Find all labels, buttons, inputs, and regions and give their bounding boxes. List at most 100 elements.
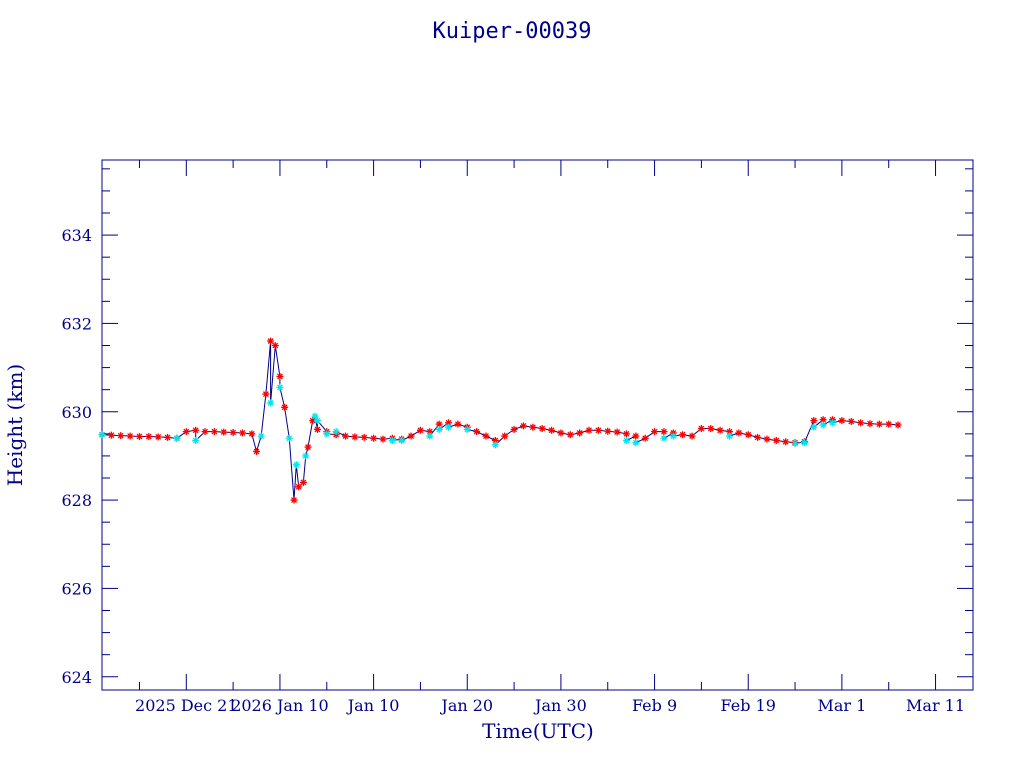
data-point-red (276, 372, 284, 380)
series-line (101, 341, 899, 501)
data-point-red (763, 435, 771, 443)
data-point-cyan (276, 383, 284, 391)
data-point-cyan (810, 423, 818, 431)
data-point-cyan (98, 431, 106, 439)
data-point-red (360, 433, 368, 441)
axis-ticks (102, 160, 973, 690)
data-point-red (135, 432, 143, 440)
data-point-red (182, 428, 190, 436)
y-tick-labels: 624 626 628 630 632 634 (61, 226, 92, 687)
data-point-red (810, 417, 818, 425)
y-tick-label: 626 (61, 579, 92, 598)
data-point-red (688, 432, 696, 440)
data-point-red (838, 417, 846, 425)
data-point-red (416, 426, 424, 434)
x-axis-title: Time(UTC) (482, 719, 594, 743)
plot-frame (101, 159, 974, 691)
data-point-red (379, 435, 387, 443)
data-point-cyan (388, 436, 396, 444)
data-point-red (529, 423, 537, 431)
x-tick-label: Feb 9 (632, 696, 677, 715)
data-point-cyan (491, 441, 499, 449)
data-point-cyan (398, 436, 406, 444)
data-point-cyan (323, 430, 331, 438)
data-point-red (491, 436, 499, 444)
data-point-cyan (173, 434, 181, 442)
data-point-cyan (669, 432, 677, 440)
y-tick-label: 630 (61, 403, 92, 422)
data-point-red (697, 425, 705, 433)
data-point-red (725, 428, 733, 436)
data-point-red (576, 429, 584, 437)
data-point-red (538, 425, 546, 433)
data-point-red (632, 432, 640, 440)
data-point-red (107, 431, 115, 439)
data-point-red (271, 342, 279, 349)
data-point-red (875, 420, 883, 428)
data-point-red (885, 420, 893, 428)
data-point-red (290, 496, 298, 504)
data-point-red (309, 417, 317, 425)
data-point-red (772, 436, 780, 444)
data-point-red (510, 425, 518, 433)
data-point-red (660, 428, 668, 436)
y-axis-title: Height (km) (3, 364, 27, 486)
data-point-red (894, 421, 902, 429)
data-point-red (126, 432, 134, 440)
data-point-red (229, 429, 237, 437)
data-point-red (641, 434, 649, 442)
data-point-red (407, 432, 415, 440)
data-point-cyan (660, 434, 668, 442)
data-point-cyan (313, 417, 321, 425)
data-point-red (164, 433, 172, 441)
data-point-red (201, 428, 209, 436)
data-point-red (210, 428, 218, 436)
data-point-cyan (800, 439, 808, 447)
data-point-red (735, 429, 743, 437)
data-point-cyan (426, 432, 434, 440)
data-point-red (557, 429, 565, 437)
data-point-red (651, 428, 659, 436)
data-point-red (473, 428, 481, 436)
data-point-red (548, 426, 556, 434)
x-tick-label: Jan 20 (439, 696, 493, 715)
data-point-red (866, 420, 874, 428)
x-tick-label: 2026 Jan 10 (231, 696, 329, 715)
data-point-cyan (725, 432, 733, 440)
data-point-cyan (445, 423, 453, 431)
data-point-red (519, 422, 527, 430)
data-point-red (351, 433, 359, 441)
data-point-red (342, 432, 350, 440)
data-point-red (295, 483, 303, 491)
data-point-red (622, 430, 630, 438)
data-point-cyan (302, 452, 310, 460)
data-point-red (716, 426, 724, 434)
data-point-cyan (829, 419, 837, 427)
data-point-red (262, 390, 270, 398)
data-point-red (585, 426, 593, 434)
data-point-red (281, 403, 289, 411)
data-point-cyan (463, 425, 471, 433)
data-point-red (253, 448, 261, 455)
x-tick-label: Feb 19 (721, 696, 776, 715)
data-point-red (248, 430, 256, 438)
data-point-red (594, 426, 602, 434)
data-point-cyan (267, 399, 275, 407)
data-point-red (220, 428, 228, 436)
data-point-cyan (292, 461, 300, 469)
data-point-red (154, 433, 162, 441)
data-point-cyan (791, 440, 799, 448)
x-tick-label: Jan 30 (533, 696, 587, 715)
data-point-red (604, 427, 612, 435)
y-tick-label: 624 (61, 668, 92, 687)
data-point-cyan (819, 421, 827, 429)
x-tick-label: 2025 Dec 21 (135, 696, 238, 715)
data-point-red (117, 432, 125, 440)
data-point-red (679, 431, 687, 439)
data-point-cyan (632, 439, 640, 447)
data-point-red (454, 420, 462, 428)
data-point-red (304, 443, 312, 451)
data-point-cyan (332, 428, 340, 436)
